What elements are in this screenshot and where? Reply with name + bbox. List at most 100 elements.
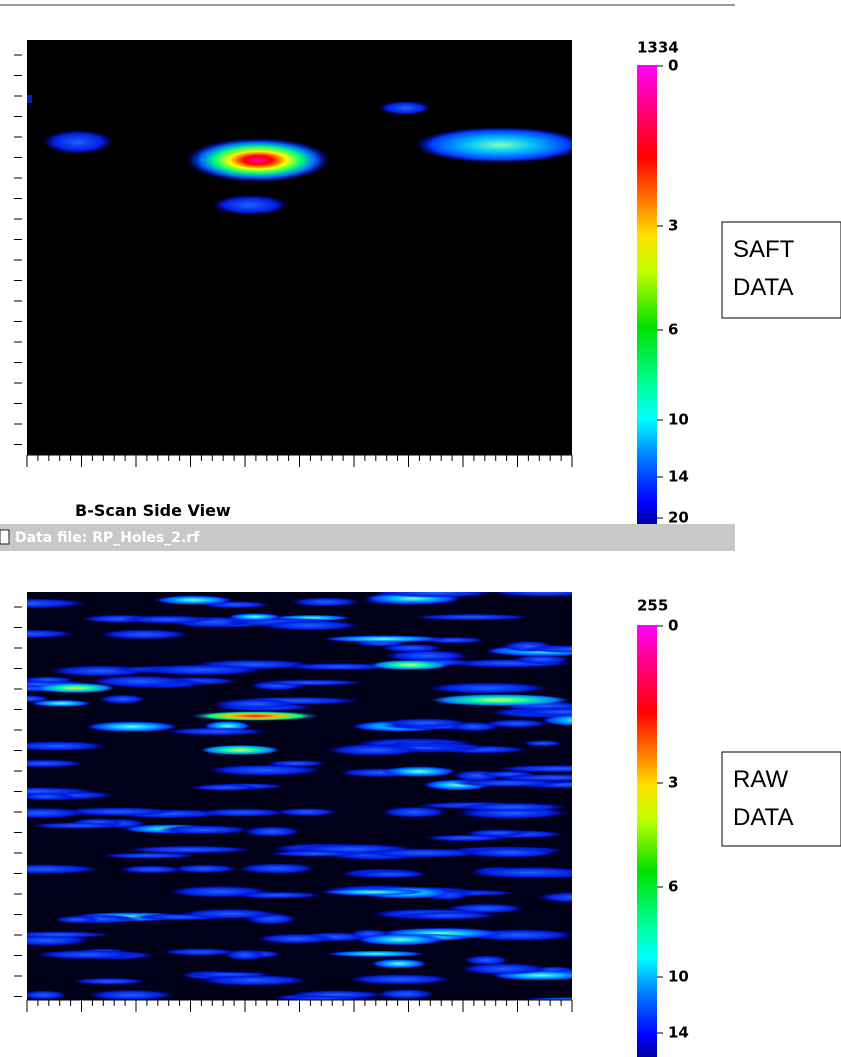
streak [72,977,147,985]
streak [98,694,147,704]
streak [27,792,74,801]
streak [60,807,177,816]
scale-max: 1334 [637,39,679,57]
streak [450,779,564,787]
streak [375,592,495,598]
streak [275,808,338,816]
scale-max: 255 [637,597,668,615]
axis-ticks [14,606,573,1012]
note-box [721,221,841,319]
streak [118,865,184,874]
scale-tick-label: 14 [668,1024,689,1042]
scale-tick-label: 20 [668,509,689,527]
scale-tick-label: 0 [668,617,678,635]
streak [325,744,423,756]
streak [524,645,572,653]
scale-tick-label: 10 [668,411,689,429]
streak [320,888,426,896]
streak [426,682,550,694]
streak [98,629,190,640]
note-box [721,751,841,847]
streak [465,829,530,837]
caption: B-Scan Side View [75,501,231,520]
streak [85,721,179,733]
streak [227,613,282,621]
streak [205,764,324,776]
streak [358,848,487,858]
streak [86,989,175,1000]
streak [384,650,470,662]
scale-tick-label: 3 [668,774,678,792]
streak [455,802,569,812]
color-scale [637,65,657,525]
streak [27,741,108,752]
streak [266,760,327,767]
streak [54,915,100,924]
streak [198,808,288,817]
streak [487,592,572,598]
streak [284,663,394,671]
streak [171,864,238,874]
title-bar-text: Data file: RP_Holes_2.rf [15,530,200,546]
streak [509,707,572,716]
streak [326,950,426,958]
color-scale [637,625,657,1057]
scale-tick-label: 0 [668,57,678,75]
scale-tick-label: 6 [668,878,678,896]
streak [165,727,268,736]
streak [381,806,447,818]
scale-tick-label: 10 [668,968,689,986]
streak [137,664,266,676]
streak [512,655,571,665]
streak [376,988,435,1000]
streak [89,675,191,688]
streak [237,863,317,874]
streak [256,679,365,686]
streak [242,826,301,837]
streak [540,714,572,727]
streak [467,866,572,879]
streak [34,949,141,960]
streak [495,764,572,773]
raw-image [27,592,572,1000]
note-line: SAFT [733,236,795,263]
streak [157,825,252,835]
axis-ticks [14,54,573,467]
streak [232,891,323,899]
streak [100,852,198,859]
streak [27,807,87,819]
streak [322,635,446,643]
streak [27,676,74,684]
streak [381,718,470,728]
scale-tick-label: 14 [668,468,689,486]
streak [290,597,361,607]
streak [189,784,261,791]
streak [27,598,89,609]
streak [27,990,68,1000]
streak [267,850,363,857]
scale-tick-label: 6 [668,321,678,339]
streak [179,908,279,920]
streak [30,699,92,707]
streak [370,958,428,969]
streak [424,834,509,842]
streak [29,822,127,829]
streak [27,864,101,875]
streak [351,870,429,879]
streak [396,911,498,920]
streak [27,931,112,938]
icon [0,529,10,545]
streak [460,963,549,975]
streak [124,845,255,854]
streak [514,996,572,1000]
streak [258,620,361,631]
streak [464,955,509,966]
streak [522,740,563,747]
streak [346,974,454,985]
scale-tick-label: 3 [668,217,678,235]
streak [184,971,274,978]
streak [121,615,215,624]
streak [278,995,365,1000]
title-bar [0,524,735,551]
